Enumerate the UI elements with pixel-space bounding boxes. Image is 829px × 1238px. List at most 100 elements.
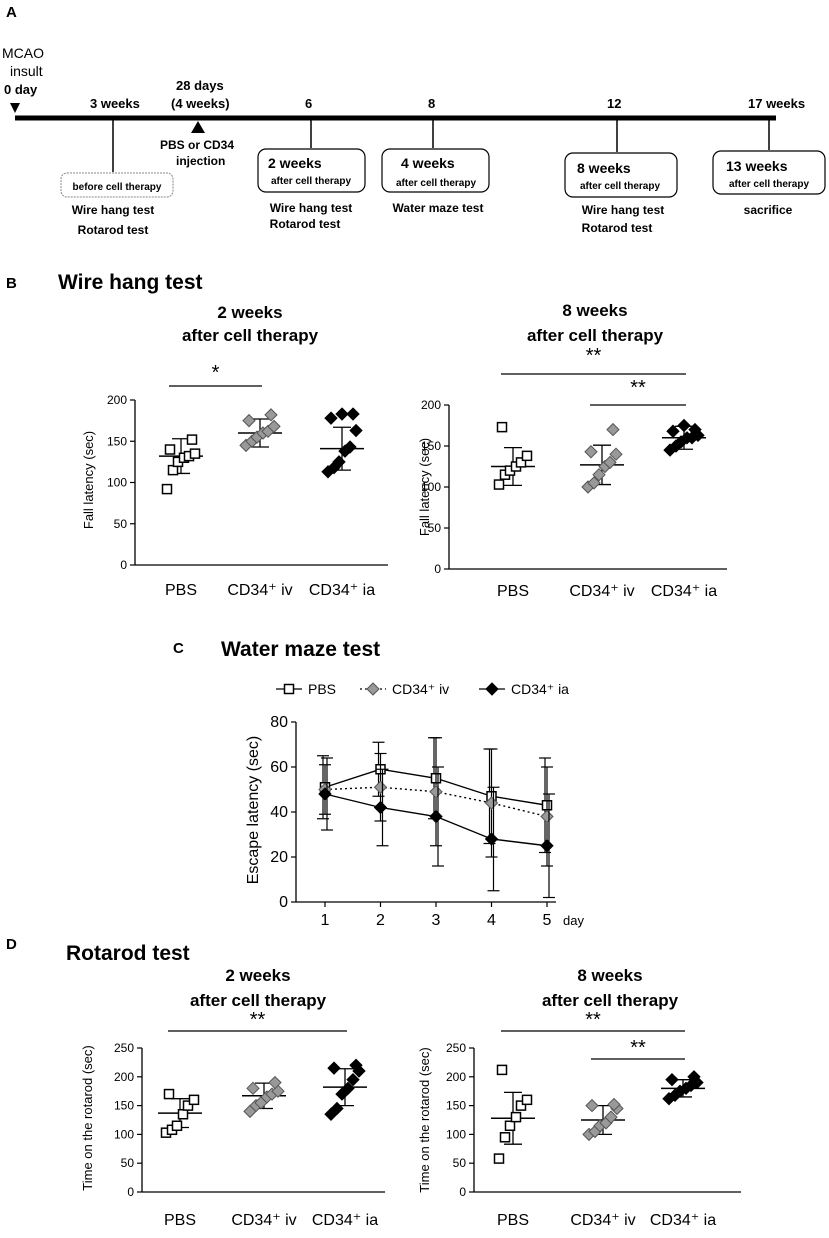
- y-tick-label: 100: [446, 1127, 466, 1141]
- data-point: [665, 1072, 679, 1087]
- x-category-label: CD34⁺ ia: [312, 1212, 378, 1229]
- y-tick-label: 150: [421, 439, 441, 453]
- start-arrow-icon: [10, 103, 20, 113]
- significance-label: **: [250, 1009, 266, 1031]
- timeline-note-1b: Rotarod test: [78, 223, 149, 237]
- panel-label-a: A: [6, 4, 17, 21]
- y-tick-label: 50: [121, 1156, 135, 1170]
- data-point: [587, 476, 601, 490]
- data-point: [186, 434, 198, 445]
- chart-subtitle: after cell therapy: [190, 991, 327, 1010]
- data-point: [493, 1153, 505, 1164]
- timeline-box-4: [564, 152, 678, 198]
- data-point: [349, 423, 363, 438]
- timeline-tick-8: 8: [428, 96, 435, 111]
- data-point: [346, 407, 360, 421]
- data-point: [540, 809, 554, 824]
- injection-line1: 28 days: [176, 78, 224, 93]
- data-point: [499, 1132, 511, 1143]
- timeline-box-5-sub: after cell therapy: [729, 179, 809, 190]
- data-point: [346, 1072, 360, 1087]
- data-point: [161, 483, 173, 495]
- data-point: [606, 422, 620, 437]
- x-tick-label: 1: [321, 912, 330, 929]
- y-tick-label: 200: [107, 393, 127, 407]
- y-tick-label: 0: [120, 558, 127, 572]
- data-point: [318, 787, 332, 801]
- x-tick-label: 3: [432, 912, 441, 929]
- significance-label: **: [630, 377, 646, 399]
- y-tick-label: 80: [270, 714, 288, 731]
- data-point: [267, 419, 281, 434]
- panel-label-b: B: [6, 275, 17, 292]
- data-point: [264, 408, 278, 422]
- y-tick-label: 20: [270, 849, 288, 866]
- y-axis-label: Fall latency (sec): [417, 438, 432, 536]
- y-tick-label: 0: [127, 1185, 134, 1199]
- x-category-label: PBS: [164, 1212, 196, 1229]
- y-axis-label: Time on the rotarod (sec): [80, 1045, 95, 1190]
- data-point: [592, 467, 606, 482]
- significance-label: **: [630, 1037, 646, 1059]
- chart-rotarod-8-weeks: 8 weeks after cell therapy 0 50 100 150 200 250…: [417, 966, 741, 1229]
- y-axis-label: Escape latency (sec): [245, 736, 262, 885]
- data-point: [268, 1075, 282, 1090]
- legend-marker: [283, 683, 295, 695]
- y-tick-label: 50: [114, 517, 128, 531]
- chart-subtitle: after cell therapy: [527, 326, 664, 345]
- timeline-box-5: [712, 150, 826, 195]
- timeline-box-1: [60, 172, 174, 198]
- y-axis-label: Time on the rotarod (sec): [417, 1047, 432, 1192]
- injection-line2: (4 weeks): [171, 96, 230, 111]
- y-tick-label: 250: [446, 1041, 466, 1055]
- timeline-box-2-sub: after cell therapy: [271, 176, 351, 187]
- data-point: [177, 1108, 189, 1120]
- data-point: [540, 839, 554, 853]
- data-point: [330, 1101, 344, 1116]
- data-point: [163, 1088, 175, 1100]
- section-title-rotarod: Rotarod test: [66, 942, 190, 965]
- injection-note2: injection: [176, 154, 225, 168]
- chart-title: 2 weeks: [225, 966, 290, 985]
- timeline-start-line1: MCAO: [2, 45, 44, 61]
- data-point: [429, 785, 443, 799]
- x-tick-label: 5: [543, 912, 552, 929]
- chart-subtitle: after cell therapy: [182, 326, 319, 345]
- data-point: [493, 479, 505, 490]
- timeline-box-1-main: before cell therapy: [73, 182, 162, 193]
- chart-title: 2 weeks: [217, 303, 282, 322]
- data-point: [332, 455, 346, 469]
- x-tick-label: 4: [487, 912, 496, 929]
- data-point: [584, 445, 598, 459]
- x-category-label: CD34⁺ ia: [309, 582, 375, 599]
- data-point: [496, 421, 508, 433]
- data-point: [515, 457, 527, 468]
- timeline-box-4-main: 8 weeks: [577, 160, 631, 176]
- data-point: [484, 832, 499, 846]
- y-tick-label: 50: [453, 1156, 467, 1170]
- x-category-label: CD34⁺ iv: [570, 1212, 635, 1229]
- data-point: [521, 450, 533, 462]
- y-tick-label: 100: [107, 476, 127, 490]
- timeline-note-4b: Rotarod test: [582, 221, 653, 235]
- y-tick-label: 40: [270, 804, 288, 821]
- data-point: [335, 407, 349, 421]
- injection-note1: PBS or CD34: [160, 138, 234, 152]
- data-point: [246, 1081, 260, 1096]
- timeline-note-5a: sacrifice: [744, 203, 793, 217]
- data-point: [327, 1061, 341, 1075]
- timeline-box-2-main: 2 weeks: [268, 155, 322, 171]
- x-category-label: PBS: [497, 583, 529, 600]
- data-point: [504, 1120, 516, 1132]
- chart-title: 8 weeks: [577, 966, 642, 985]
- timeline-note-4a: Wire hang test: [582, 203, 665, 217]
- data-point: [666, 424, 680, 438]
- y-tick-label: 150: [107, 434, 127, 448]
- data-point: [496, 1064, 508, 1076]
- data-point: [484, 796, 499, 810]
- y-tick-label: 0: [279, 894, 288, 911]
- data-point: [189, 448, 201, 459]
- data-point: [585, 1098, 599, 1113]
- timeline-start-line2: insult: [10, 63, 43, 79]
